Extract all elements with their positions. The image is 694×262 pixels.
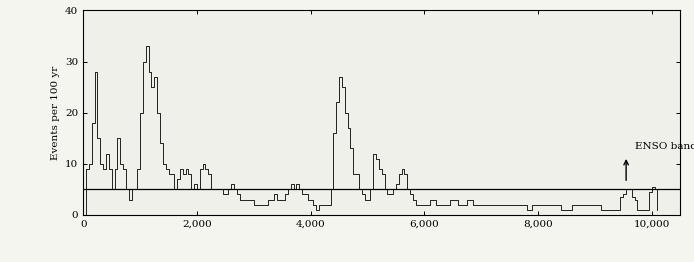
Y-axis label: Events per 100 yr: Events per 100 yr: [51, 66, 60, 160]
Text: ENSO band: ENSO band: [634, 142, 694, 151]
